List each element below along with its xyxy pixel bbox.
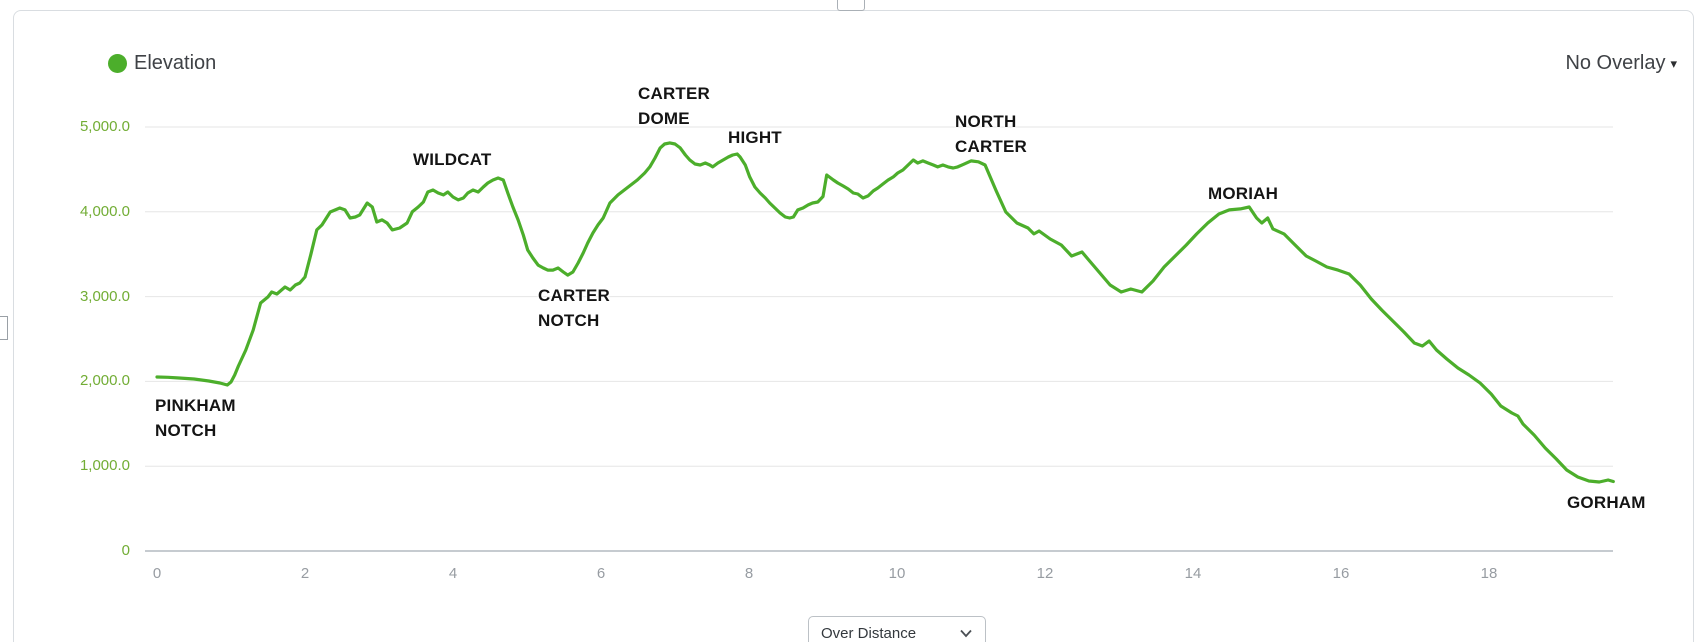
x-tick-6: 6	[596, 565, 606, 582]
elevation-series-dot-icon	[108, 54, 127, 73]
profile-mode-select[interactable]: Over Distance	[808, 616, 986, 642]
profile-mode-value: Over Distance	[821, 624, 917, 642]
chevron-down-icon	[960, 629, 972, 637]
collapse-handle-cutoff[interactable]	[837, 0, 865, 11]
x-tick-0: 0	[152, 565, 162, 582]
overlay-selector[interactable]: No Overlay ▾	[1565, 52, 1677, 75]
peak-label-hight: HIGHT	[728, 128, 782, 147]
peak-label-pinkham-notch: PINKHAM NOTCH	[155, 396, 236, 440]
y-tick-0: 0	[121, 542, 130, 559]
x-tick-10: 10	[888, 565, 906, 582]
x-tick-14: 14	[1184, 565, 1202, 582]
x-tick-4: 4	[448, 565, 458, 582]
legend-label: Elevation	[134, 52, 217, 74]
elevation-line[interactable]	[155, 141, 1615, 484]
peak-label-moriah: MORIAH	[1208, 184, 1279, 203]
chart-card	[13, 10, 1694, 642]
y-tick-1000: 1,000.0	[79, 457, 130, 475]
peak-label-gorham: GORHAM	[1567, 493, 1646, 512]
peak-label-carter-notch: CARTER NOTCH	[538, 286, 611, 330]
x-tick-8: 8	[744, 565, 754, 582]
y-tick-5000: 5,000.0	[79, 118, 130, 135]
x-tick-18: 18	[1480, 565, 1498, 582]
peak-label-wildcat: WILDCAT	[413, 150, 492, 169]
y-tick-3000: 3,000.0	[79, 287, 130, 305]
edge-handle-cutoff[interactable]	[0, 316, 8, 340]
caret-down-icon: ▾	[1670, 55, 1677, 71]
x-tick-16: 16	[1332, 565, 1350, 582]
x-tick-2: 2	[300, 565, 310, 582]
overlay-selector-value[interactable]: No Overlay	[1565, 52, 1666, 74]
peak-label-north-carter: NORTH CARTER	[955, 112, 1028, 156]
peak-label-carter-dome: CARTER DOME	[638, 84, 711, 128]
y-tick-2000: 2,000.0	[79, 372, 130, 390]
x-tick-12: 12	[1036, 565, 1054, 582]
y-tick-4000: 4,000.0	[79, 202, 130, 220]
legend: Elevation	[108, 52, 216, 75]
